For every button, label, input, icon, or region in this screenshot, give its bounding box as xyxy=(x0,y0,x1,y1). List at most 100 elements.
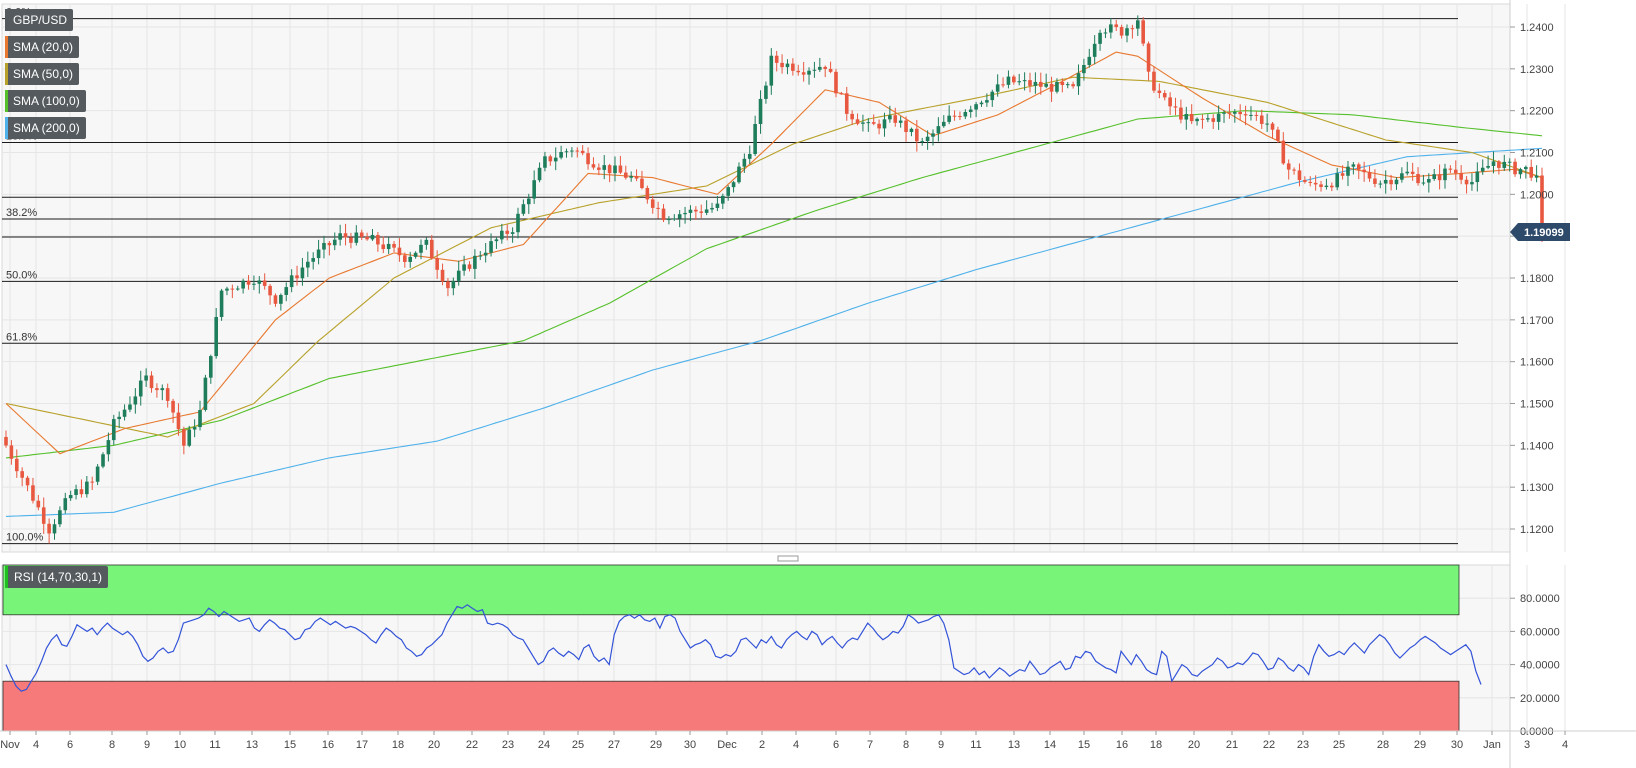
candle-body xyxy=(1022,80,1027,82)
candle-body xyxy=(968,109,973,113)
x-tick-label: 8 xyxy=(903,739,909,751)
price-tick-label: 1.2200 xyxy=(1520,106,1554,118)
candle-body xyxy=(699,211,704,213)
candle-body xyxy=(413,252,418,257)
legend-sma20-label: SMA (20,0) xyxy=(13,40,74,54)
candle-body xyxy=(1340,173,1345,176)
candle-body xyxy=(979,102,984,105)
candle-body xyxy=(796,70,801,73)
sma50-line xyxy=(5,76,1543,438)
candle-body xyxy=(1292,169,1296,171)
candle-body xyxy=(273,295,278,304)
candle-body xyxy=(322,242,326,250)
candle-body xyxy=(90,481,95,483)
x-tick-label: 6 xyxy=(833,739,839,751)
candle-body xyxy=(1065,84,1070,86)
x-tick-label: 22 xyxy=(1263,739,1275,751)
candle-body xyxy=(1405,171,1410,174)
candle-body xyxy=(1410,171,1415,175)
x-tick-label: 13 xyxy=(246,739,258,751)
candle-body xyxy=(36,500,41,508)
fib-label: 100.0% xyxy=(6,532,44,544)
candle-body xyxy=(1082,64,1086,74)
legend-sma50[interactable]: SMA (50,0) xyxy=(5,63,80,85)
sma20-line xyxy=(5,51,1543,455)
candle-body xyxy=(1378,183,1383,185)
candle-body xyxy=(526,198,531,205)
candle-body xyxy=(613,165,617,174)
legend-symbol[interactable]: GBP/USD xyxy=(5,9,74,31)
candle-body xyxy=(311,258,315,262)
candle-body xyxy=(1157,90,1162,94)
x-tick-label: 11 xyxy=(209,739,220,751)
x-tick-label: 6 xyxy=(67,739,73,751)
candle-body xyxy=(117,416,121,420)
x-tick-label: 25 xyxy=(1333,739,1345,751)
candle-body xyxy=(306,261,310,268)
legend-rsi-label: RSI (14,70,30,1) xyxy=(14,570,103,584)
candle-body xyxy=(1297,170,1302,181)
fib-label: 61.8% xyxy=(6,331,37,343)
candle-body xyxy=(1055,81,1059,92)
candle-body xyxy=(429,239,434,259)
candle-body xyxy=(500,230,504,240)
last-price-badge xyxy=(1510,223,1570,242)
candle-body xyxy=(974,104,978,110)
candle-body xyxy=(1162,93,1167,98)
candle-body xyxy=(1087,56,1092,65)
candle-body xyxy=(661,208,666,221)
price-tick-label: 1.2400 xyxy=(1520,22,1554,34)
candle-body xyxy=(1437,174,1442,181)
candle-body xyxy=(456,270,461,281)
candle-body xyxy=(14,458,19,472)
candle-body xyxy=(268,285,272,296)
candle-body xyxy=(1173,106,1178,108)
x-tick-label: 16 xyxy=(1116,739,1128,751)
candle-body xyxy=(1470,182,1474,185)
x-tick-label: 8 xyxy=(109,739,115,751)
candle-body xyxy=(316,249,321,259)
rsi-line xyxy=(5,604,1482,692)
x-tick-label: 25 xyxy=(572,739,584,751)
candle-body xyxy=(1486,165,1490,168)
candle-body xyxy=(284,287,289,295)
x-tick-label: 20 xyxy=(1188,739,1200,751)
candle-body xyxy=(791,63,795,71)
candle-body xyxy=(1184,113,1189,120)
candle-body xyxy=(1152,71,1156,91)
candle-body xyxy=(225,288,229,291)
candle-body xyxy=(920,141,925,143)
candle-body xyxy=(591,164,596,168)
candle-body xyxy=(855,119,860,124)
candle-body xyxy=(1416,174,1420,184)
legend-sma100[interactable]: SMA (100,0) xyxy=(5,90,86,112)
x-tick-label: 23 xyxy=(502,739,514,751)
legend-sma200-label: SMA (200,0) xyxy=(13,121,80,135)
x-tick-label: 3 xyxy=(1524,739,1530,751)
legend-sma200[interactable]: SMA (200,0) xyxy=(5,117,86,139)
x-tick-label: 29 xyxy=(650,739,662,751)
price-tick-label: 1.2100 xyxy=(1520,148,1554,160)
candle-body xyxy=(1524,166,1528,170)
candle-body xyxy=(774,55,779,63)
candle-body xyxy=(1507,161,1512,163)
candle-body xyxy=(176,412,181,430)
candle-body xyxy=(839,93,844,95)
candle-body xyxy=(834,71,838,94)
candle-body xyxy=(1518,169,1523,175)
candle-body xyxy=(861,122,865,124)
legend-sma20[interactable]: SMA (20,0) xyxy=(5,36,80,58)
x-tick-label: 2 xyxy=(759,739,765,751)
candle-body xyxy=(144,375,148,381)
candle-body xyxy=(74,489,78,495)
legend-sma50-label: SMA (50,0) xyxy=(13,67,74,81)
legend-rsi[interactable]: RSI (14,70,30,1) xyxy=(5,566,109,588)
candle-body xyxy=(1200,118,1205,120)
candle-body xyxy=(1135,20,1140,29)
price-tick-label: 1.2000 xyxy=(1520,189,1554,201)
candle-body xyxy=(1324,185,1329,187)
x-tick-label: 15 xyxy=(1078,739,1090,751)
candle-body xyxy=(575,150,580,152)
x-tick-label: 22 xyxy=(466,739,478,751)
